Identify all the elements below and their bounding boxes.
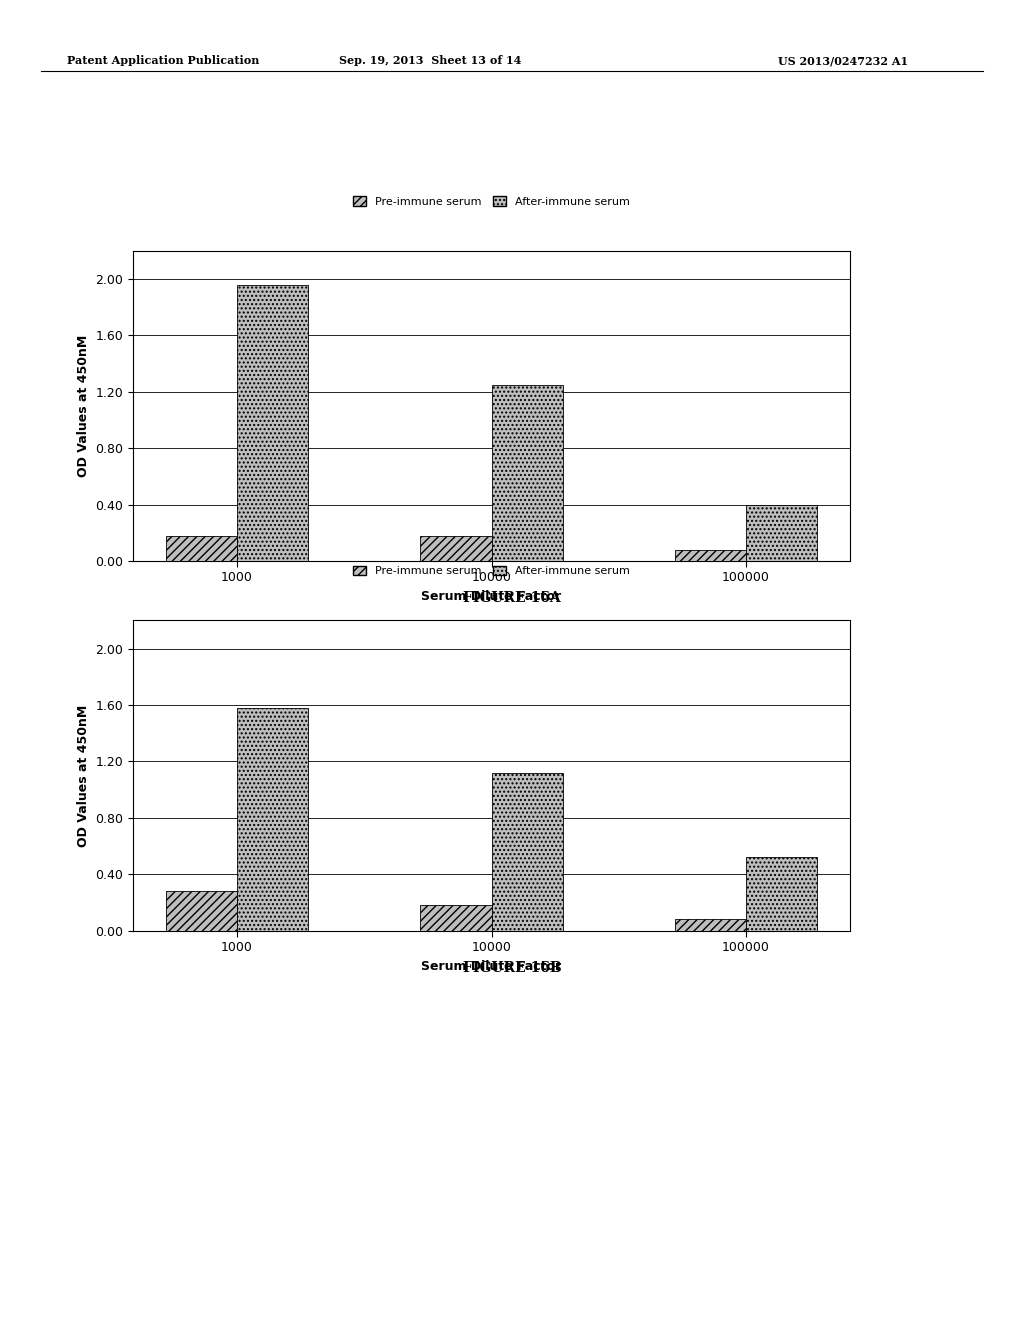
Legend: Pre-immune serum, After-immune serum: Pre-immune serum, After-immune serum xyxy=(350,193,633,210)
Legend: Pre-immune serum, After-immune serum: Pre-immune serum, After-immune serum xyxy=(350,562,633,579)
Bar xyxy=(166,536,237,561)
Text: Patent Application Publication: Patent Application Publication xyxy=(67,55,259,66)
Bar xyxy=(492,384,563,561)
Y-axis label: OD Values at 450nM: OD Values at 450nM xyxy=(77,335,90,477)
Text: US 2013/0247232 A1: US 2013/0247232 A1 xyxy=(778,55,908,66)
Bar xyxy=(420,536,492,561)
Bar xyxy=(166,891,237,931)
Bar xyxy=(746,857,817,931)
X-axis label: Serum Dilute Factor: Serum Dilute Factor xyxy=(422,590,561,603)
Text: FIGURE 16A: FIGURE 16A xyxy=(463,591,561,606)
Bar xyxy=(675,549,746,561)
Text: FIGURE 16B: FIGURE 16B xyxy=(463,961,561,975)
Bar xyxy=(237,285,308,561)
Bar xyxy=(492,772,563,931)
Bar xyxy=(675,919,746,931)
Bar xyxy=(746,504,817,561)
Y-axis label: OD Values at 450nM: OD Values at 450nM xyxy=(77,705,90,846)
Bar xyxy=(237,708,308,931)
X-axis label: Serum Dilute Factor: Serum Dilute Factor xyxy=(422,960,561,973)
Bar xyxy=(420,906,492,931)
Text: Sep. 19, 2013  Sheet 13 of 14: Sep. 19, 2013 Sheet 13 of 14 xyxy=(339,55,521,66)
